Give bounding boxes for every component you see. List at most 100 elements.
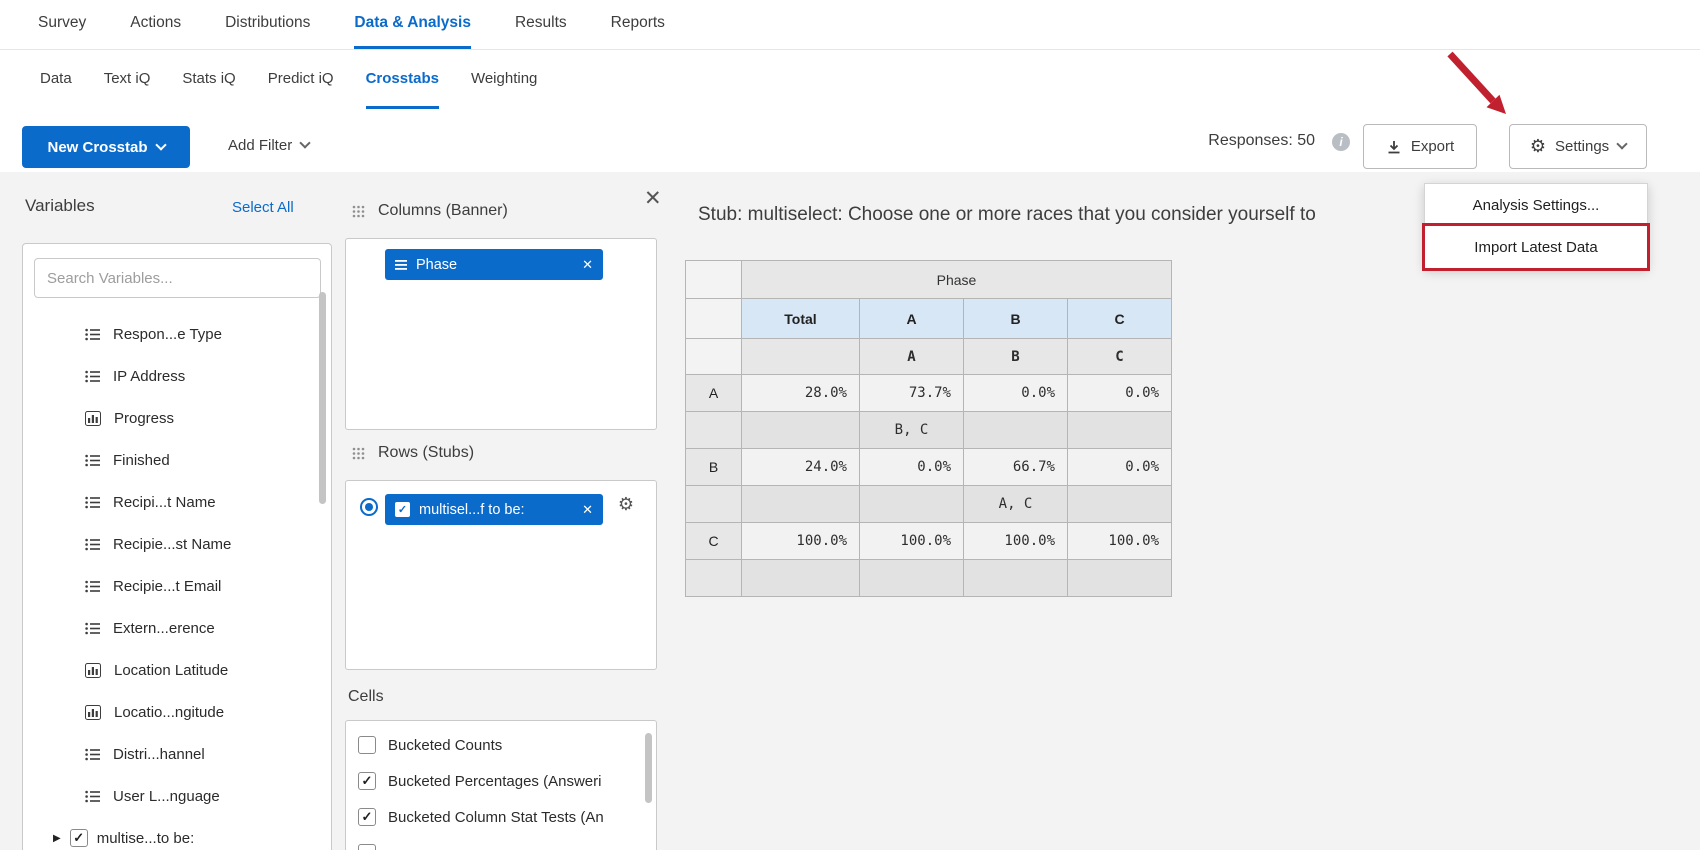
search-variables-input[interactable] (34, 258, 321, 298)
table-row: B, C (685, 411, 1172, 449)
list-icon (85, 454, 100, 466)
stat-cell (859, 485, 964, 523)
columns-banner-header: Columns (Banner) (352, 202, 508, 220)
scrollbar-thumb[interactable] (319, 292, 326, 504)
table-spacer (685, 338, 742, 375)
drag-handle-icon[interactable] (352, 447, 365, 460)
new-crosstab-label: New Crosstab (47, 138, 148, 156)
cells-panel: Bucketed Counts Bucketed Percentages (An… (345, 720, 657, 850)
radio-selected-icon[interactable] (360, 498, 378, 516)
expander-triangle-icon[interactable]: ▶ (53, 832, 61, 844)
stat-cell (963, 411, 1068, 449)
table-cell: 100.0% (963, 522, 1068, 560)
row-label: B (685, 448, 742, 486)
tab-data-analysis[interactable]: Data & Analysis (354, 0, 471, 49)
subtab-text-iq[interactable]: Text iQ (103, 70, 151, 87)
cell-option[interactable]: Bucketed Percentages (Answeri (346, 763, 656, 799)
new-crosstab-button[interactable]: New Crosstab (22, 126, 190, 168)
add-filter-button[interactable]: Add Filter (228, 137, 311, 154)
phase-chip[interactable]: Phase ✕ (385, 249, 603, 280)
scrollbar-thumb[interactable] (645, 733, 652, 803)
cells-header: Cells (348, 688, 384, 706)
col-subheader: A (859, 338, 964, 375)
table-cell: 0.0% (1067, 448, 1172, 486)
stat-cell (1067, 411, 1172, 449)
list-icon (85, 538, 100, 550)
list-icon (85, 496, 100, 508)
stat-cell: A, C (963, 485, 1068, 523)
cell-option[interactable] (346, 835, 656, 850)
checkbox-checked-icon[interactable] (358, 772, 376, 790)
subtab-crosstabs[interactable]: Crosstabs (365, 51, 439, 109)
gear-icon[interactable]: ⚙ (617, 494, 634, 514)
variable-item[interactable]: Recipie...st Name (23, 523, 331, 565)
variable-item[interactable]: Recipi...t Name (23, 481, 331, 523)
variable-item[interactable]: User L...nguage (23, 775, 331, 817)
variable-label: Location Latitude (114, 661, 229, 679)
cell-option[interactable]: Bucketed Counts (346, 727, 656, 763)
subtab-predict-iq[interactable]: Predict iQ (267, 70, 334, 87)
close-icon[interactable]: ✕ (582, 256, 593, 272)
columns-dropzone[interactable]: Phase ✕ (345, 238, 657, 430)
variable-item[interactable]: IP Address (23, 355, 331, 397)
crosstab-table: Phase Total A B C A B C A 28.0% 73.7% 0.… (685, 260, 1172, 597)
bar-chart-icon (85, 704, 101, 720)
variable-item[interactable]: Locatio...ngitude (23, 691, 331, 733)
checkbox-checked-icon[interactable] (69, 829, 88, 847)
gear-icon: ⚙ (1529, 136, 1546, 156)
top-nav: Survey Actions Distributions Data & Anal… (0, 0, 1700, 50)
cell-option-label: Bucketed Counts (388, 736, 503, 754)
row-label (685, 411, 742, 449)
checkbox-checked-icon[interactable]: ✓ (395, 502, 410, 517)
variable-label: User L...nguage (113, 787, 220, 805)
menu-item-analysis-settings[interactable]: Analysis Settings... (1425, 184, 1647, 226)
columns-banner-title: Columns (Banner) (378, 202, 508, 219)
subtab-stats-iq[interactable]: Stats iQ (182, 70, 236, 87)
variable-item[interactable]: Extern...erence (23, 607, 331, 649)
variable-item-multiselect[interactable]: ▶ multise...to be: (23, 817, 331, 850)
table-cell: 100.0% (859, 522, 964, 560)
tab-results[interactable]: Results (514, 14, 567, 31)
settings-dropdown-menu: Analysis Settings... Import Latest Data (1422, 183, 1650, 271)
export-button[interactable]: Export (1363, 124, 1477, 169)
stat-cell (859, 559, 964, 597)
variable-item[interactable]: Progress (23, 397, 331, 439)
checkbox-unchecked-icon[interactable] (358, 844, 376, 850)
bar-chart-icon (85, 410, 101, 426)
stat-cell (963, 559, 1068, 597)
variable-item[interactable]: Recipie...t Email (23, 565, 331, 607)
settings-button[interactable]: ⚙ Settings (1509, 124, 1647, 169)
info-icon[interactable]: i (1332, 133, 1350, 151)
menu-item-import-latest-data[interactable]: Import Latest Data (1422, 223, 1650, 271)
select-all-link[interactable]: Select All (232, 199, 294, 216)
col-subheader: C (1067, 338, 1172, 375)
tab-distributions[interactable]: Distributions (225, 14, 311, 31)
checkbox-unchecked-icon[interactable] (358, 736, 376, 754)
rows-dropzone[interactable]: ✓ multisel...f to be: ✕ ⚙ (345, 480, 657, 670)
tab-reports[interactable]: Reports (610, 14, 665, 31)
variable-item[interactable]: Location Latitude (23, 649, 331, 691)
stat-cell (1067, 485, 1172, 523)
table-cell: 0.0% (963, 374, 1068, 412)
close-icon[interactable]: ✕ (644, 187, 662, 210)
close-icon[interactable]: ✕ (582, 501, 593, 517)
table-banner: Phase (741, 260, 1172, 299)
tab-survey[interactable]: Survey (38, 14, 87, 31)
variables-list: Respon...e Type IP Address Progress Fini… (23, 313, 331, 850)
variable-item[interactable]: Respon...e Type (23, 313, 331, 355)
multiselect-chip[interactable]: ✓ multisel...f to be: ✕ (385, 494, 603, 525)
table-row: B 24.0% 0.0% 66.7% 0.0% (685, 448, 1172, 486)
stat-cell (741, 485, 860, 523)
subtab-data[interactable]: Data (40, 70, 72, 87)
variable-label: Progress (114, 409, 175, 427)
cell-option[interactable]: Bucketed Column Stat Tests (An (346, 799, 656, 835)
variable-item[interactable]: Distri...hannel (23, 733, 331, 775)
list-icon (395, 259, 407, 270)
cell-option-label: Bucketed Percentages (Answeri (388, 772, 602, 790)
drag-handle-icon[interactable] (352, 205, 365, 218)
tab-actions[interactable]: Actions (130, 14, 182, 31)
variable-item[interactable]: Finished (23, 439, 331, 481)
checkbox-checked-icon[interactable] (358, 808, 376, 826)
subtab-weighting[interactable]: Weighting (470, 70, 538, 87)
variable-label: multise...to be: (96, 829, 195, 847)
